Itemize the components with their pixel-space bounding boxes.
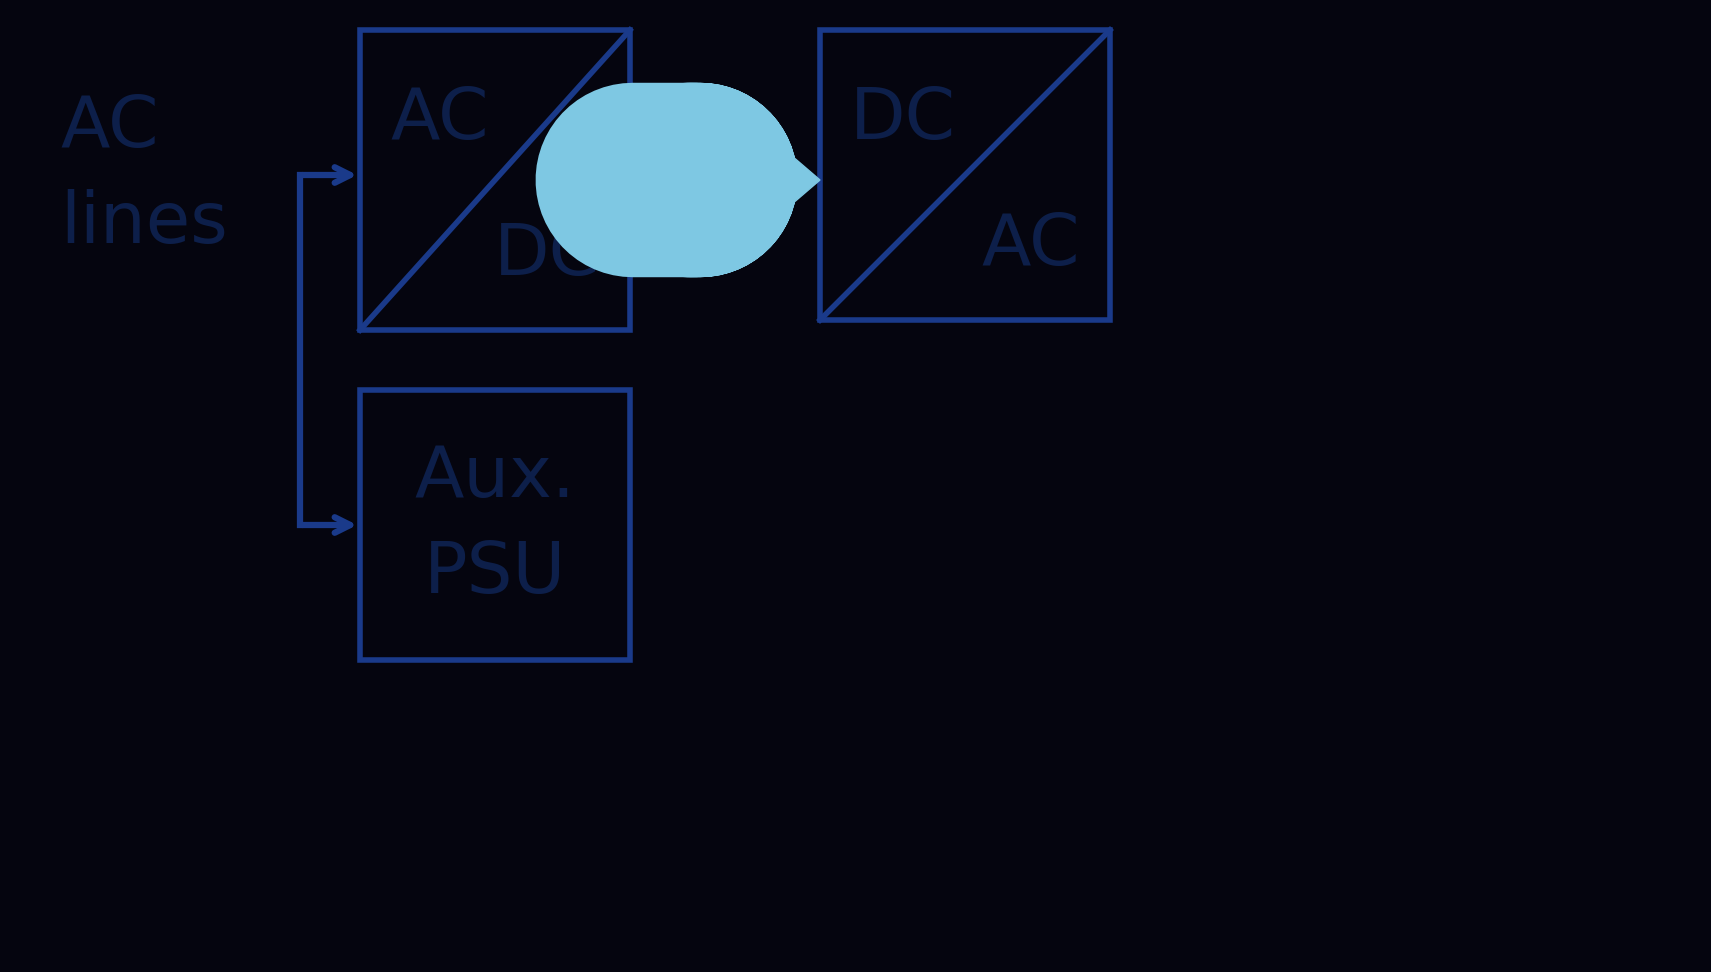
Bar	[820, 30, 1110, 320]
Text: AC: AC	[390, 85, 489, 154]
Text: DC: DC	[850, 85, 956, 154]
FancyArrow shape	[630, 120, 820, 240]
Text: AC
lines: AC lines	[60, 92, 228, 258]
Bar	[359, 390, 630, 660]
Bar	[359, 30, 630, 330]
Text: Aux.
PSU: Aux. PSU	[414, 442, 575, 608]
Text: AC: AC	[982, 211, 1080, 280]
Text: DC: DC	[494, 221, 601, 290]
